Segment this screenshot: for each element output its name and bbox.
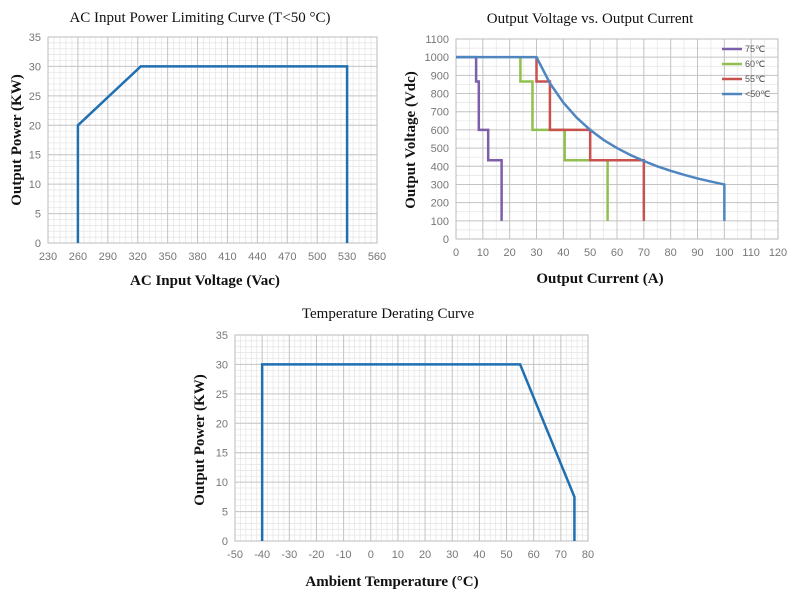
series-line	[76, 65, 349, 243]
y-tick-label: 25	[29, 91, 41, 103]
chart-title: AC Input Power Limiting Curve (T<50 °C)	[69, 10, 330, 26]
x-tick-label: -10	[336, 549, 352, 561]
x-tick-label: 10	[392, 549, 404, 561]
x-tick-label: 0	[453, 247, 459, 259]
grid	[455, 38, 779, 240]
y-tick-label: 0	[222, 536, 228, 548]
y-tick-label: 900	[431, 70, 449, 82]
x-tick-label: 350	[158, 251, 176, 263]
y-tick-label: 10	[29, 179, 41, 191]
x-axis-label: Output Current (A)	[536, 271, 663, 287]
plot-area-border	[234, 334, 589, 542]
y-tick-label: 1000	[425, 52, 449, 64]
legend: 75℃ 60℃ 55℃ <50℃	[722, 44, 770, 99]
x-tick-label: 60	[611, 247, 623, 259]
chart-title: Temperature Derating Curve	[302, 306, 475, 322]
grid	[234, 334, 589, 542]
x-tick-label: 440	[248, 251, 266, 263]
voltage-current-chart: Output Voltage vs. Output Current Output…	[403, 11, 787, 287]
legend-label: 55℃	[745, 74, 765, 84]
x-tick-label: 230	[39, 251, 57, 263]
series-line-3	[456, 55, 726, 221]
x-tick-label: 50	[584, 247, 596, 259]
y-axis-label: Output Power (KW)	[192, 374, 208, 505]
y-tick-label: 15	[216, 448, 228, 460]
y-tick-label: 10	[216, 477, 228, 489]
y-axis-label: Output Voltage (Vdc)	[403, 71, 419, 209]
y-tick-label: 20	[216, 418, 228, 430]
y-axis-label: Output Power (KW)	[9, 74, 25, 205]
legend-label: <50℃	[745, 89, 770, 99]
legend-label: 75℃	[745, 44, 765, 54]
y-tick-label: 5	[222, 507, 228, 519]
y-tick-label: 600	[431, 125, 449, 137]
x-tick-label: 30	[446, 549, 458, 561]
series-line-2	[535, 57, 646, 221]
x-tick-label: 100	[715, 247, 733, 259]
x-tick-label: 380	[188, 251, 206, 263]
grid	[47, 36, 378, 244]
y-tick-label: 30	[216, 359, 228, 371]
y-tick-label: 5	[35, 209, 41, 221]
x-tick-label: 0	[368, 549, 374, 561]
x-tick-label: 70	[638, 247, 650, 259]
x-tick-label: 20	[419, 549, 431, 561]
x-tick-label: 80	[582, 549, 594, 561]
x-tick-label: 50	[500, 549, 512, 561]
plot-area-border	[455, 38, 779, 240]
series-line	[260, 363, 576, 541]
x-tick-label: 530	[338, 251, 356, 263]
legend-label: 60℃	[745, 59, 765, 69]
y-tick-label: 800	[431, 89, 449, 101]
chart-title: Output Voltage vs. Output Current	[487, 11, 694, 27]
x-tick-label: 120	[769, 247, 787, 259]
x-tick-label: 30	[530, 247, 542, 259]
y-tick-label: 400	[431, 161, 449, 173]
x-tick-label: 40	[473, 549, 485, 561]
y-tick-label: 35	[216, 330, 228, 342]
x-tick-label: 60	[528, 549, 540, 561]
x-tick-label: -40	[254, 549, 270, 561]
y-tick-label: 20	[29, 120, 41, 132]
x-tick-label: 560	[368, 251, 386, 263]
x-tick-label: 10	[477, 247, 489, 259]
y-tick-label: 1100	[425, 34, 449, 46]
y-tick-label: 15	[29, 150, 41, 162]
x-tick-label: -20	[309, 549, 325, 561]
y-tick-label: 0	[35, 238, 41, 250]
x-axis-label: AC Input Voltage (Vac)	[130, 273, 280, 289]
y-tick-label: 35	[29, 32, 41, 44]
x-tick-label: 410	[218, 251, 236, 263]
y-tick-label: 300	[431, 179, 449, 191]
y-tick-label: 100	[431, 216, 449, 228]
y-tick-label: 500	[431, 143, 449, 155]
x-tick-label: 90	[691, 247, 703, 259]
y-tick-label: 30	[29, 61, 41, 73]
ac-input-power-chart: AC Input Power Limiting Curve (T<50 °C) …	[9, 10, 386, 289]
y-tick-label: 0	[443, 234, 449, 246]
y-tick-label: 200	[431, 198, 449, 210]
x-tick-label: 500	[308, 251, 326, 263]
x-axis-label: Ambient Temperature (°C)	[305, 574, 478, 590]
series-line-0	[456, 55, 503, 221]
x-tick-label: 110	[742, 247, 760, 259]
plot-area-border	[47, 36, 378, 244]
temperature-derating-chart: Temperature Derating Curve Ambient Tempe…	[192, 306, 594, 590]
x-tick-label: 260	[69, 251, 87, 263]
y-tick-label: 25	[216, 389, 228, 401]
x-tick-label: -50	[227, 549, 243, 561]
x-tick-label: 40	[557, 247, 569, 259]
x-tick-label: 70	[555, 549, 567, 561]
x-tick-label: 290	[99, 251, 117, 263]
x-tick-label: 80	[665, 247, 677, 259]
x-tick-label: -30	[281, 549, 297, 561]
y-tick-label: 700	[431, 107, 449, 119]
x-tick-label: 320	[129, 251, 147, 263]
x-tick-label: 470	[278, 251, 296, 263]
x-tick-label: 20	[504, 247, 516, 259]
